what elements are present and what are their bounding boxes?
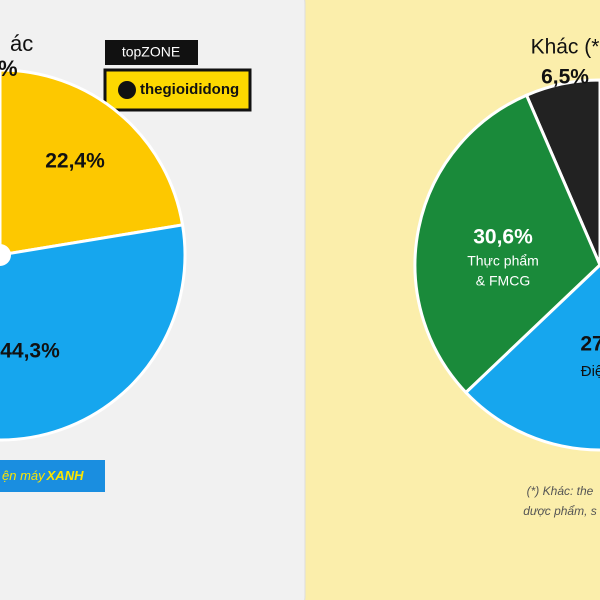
value-label: 44,3%: [0, 340, 60, 363]
category-label: & FMCG: [476, 273, 530, 289]
tgdd-text: thegioididong: [140, 81, 239, 98]
pie-slice: [413, 93, 600, 395]
tgdd-icon: [118, 81, 136, 99]
value-label: 6,5%: [541, 66, 589, 89]
dmx-text-a: ện máy: [2, 468, 46, 483]
annotation: ác: [10, 31, 33, 56]
annotation: %: [0, 56, 18, 81]
dmx-logo: [0, 460, 105, 492]
category-label: Khác (*: [531, 36, 600, 59]
value-label: 27: [580, 333, 600, 356]
dmx-text: ện máy XANH: [2, 468, 84, 483]
topzone-logo: [105, 40, 198, 65]
pie-slice: [0, 223, 187, 442]
footnote: (*) Khác: the: [527, 484, 594, 498]
topzone-text: topZONE: [122, 44, 180, 60]
dmx-text-b: XANH: [46, 468, 84, 483]
pie-slice: [0, 68, 185, 257]
category-label: Điệ: [581, 363, 600, 380]
footnote: dược phẩm, s: [523, 504, 597, 518]
value-label: 22,4%: [45, 150, 105, 173]
category-label: Thực phẩm: [467, 253, 539, 269]
pie-slice: [463, 263, 600, 452]
pie-center: [0, 244, 11, 266]
value-label: 30,6%: [473, 226, 533, 249]
pies: 22,4% 44,3% ác% 6,5% 30,6% 27 Khác (* Thực phẩm…: [0, 31, 600, 518]
